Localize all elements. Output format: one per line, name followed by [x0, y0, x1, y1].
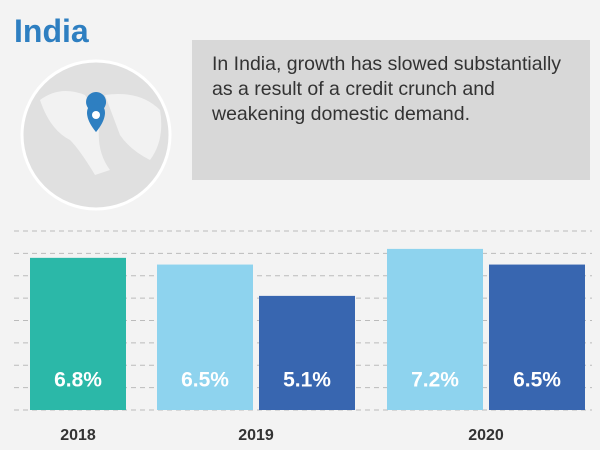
x-tick-label: 2018: [60, 427, 96, 444]
bar: [489, 264, 585, 410]
bar: [157, 264, 253, 410]
globe: [20, 59, 172, 211]
value-label: 6.8%: [54, 369, 102, 392]
x-tick-label: 2019: [238, 427, 274, 444]
chart-title: India: [14, 13, 89, 49]
value-label: 5.1%: [283, 369, 331, 392]
annotation: In India, growth has slowed substantiall…: [192, 40, 590, 180]
value-label: 7.2%: [411, 369, 459, 392]
value-label: 6.5%: [181, 369, 229, 392]
bar: [30, 257, 126, 410]
x-tick-label: 2020: [468, 427, 504, 444]
bar: [259, 295, 355, 410]
bar: [387, 248, 483, 410]
value-label: 6.5%: [513, 369, 561, 392]
